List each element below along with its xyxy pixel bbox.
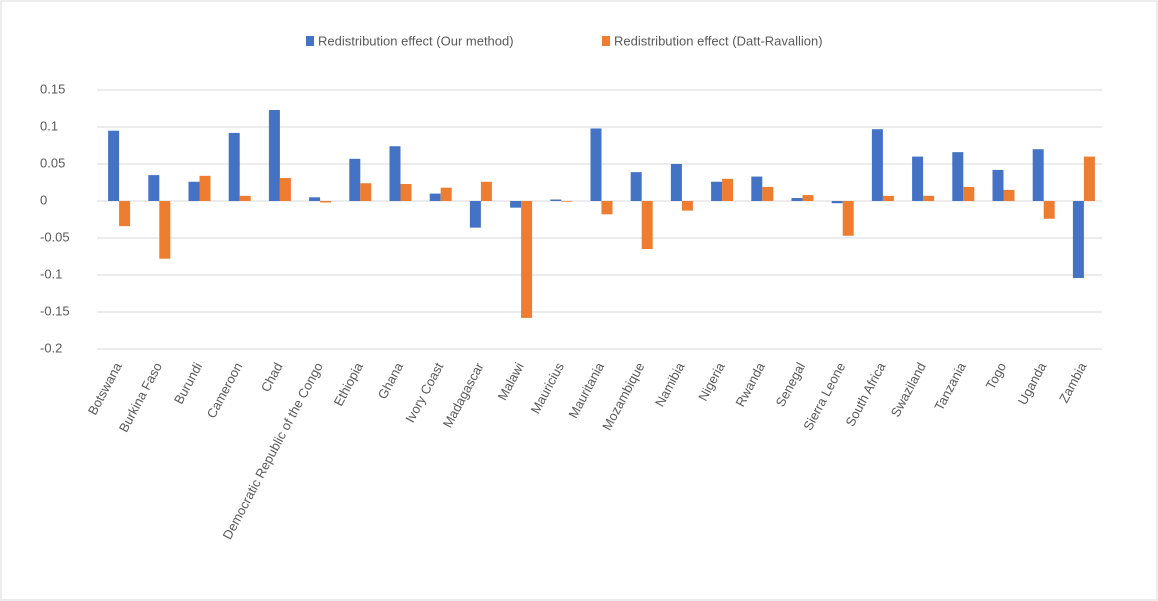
x-tick-label: Togo	[983, 360, 1009, 392]
x-tick-label: Senegal	[773, 360, 809, 409]
x-tick-label: Ghana	[375, 359, 407, 401]
bar	[268, 109, 280, 201]
x-tick-label: Botswana	[85, 359, 125, 417]
x-tick-label: Chad	[258, 360, 286, 394]
x-tick-label: South Africa	[842, 359, 889, 429]
y-tick-label: 0.15	[40, 81, 65, 96]
x-tick-label: Ethiopia	[331, 359, 367, 408]
bar	[1003, 189, 1015, 201]
bar	[802, 195, 814, 201]
bar	[681, 201, 693, 211]
x-tick-label: Sierra Leone	[800, 360, 848, 433]
x-tick-label: Malawi	[495, 360, 527, 403]
legend-swatch	[306, 36, 314, 46]
bar	[952, 152, 964, 201]
x-tick-label: Nigeria	[695, 359, 728, 403]
x-tick-label: Tanzania	[931, 359, 969, 413]
legend-swatch	[602, 36, 610, 46]
bar	[349, 158, 361, 201]
bar	[279, 178, 291, 201]
bar	[360, 183, 372, 201]
bar	[119, 201, 131, 227]
bar	[831, 201, 843, 204]
x-tick-label: Mauricius	[528, 360, 568, 417]
y-tick-label: -0.15	[40, 303, 70, 318]
x-tick-label: Namibia	[652, 359, 688, 409]
legend-label: Redistribution effect (Our method)	[318, 33, 514, 48]
x-tick-label: Zambia	[1056, 359, 1090, 405]
bar	[751, 176, 763, 201]
bar	[912, 156, 924, 201]
bar	[1043, 201, 1055, 219]
x-tick-label: Uganda	[1015, 359, 1050, 407]
bar	[641, 201, 653, 250]
bar	[510, 201, 522, 208]
y-tick-label: 0	[40, 192, 47, 207]
y-tick-label: -0.05	[40, 229, 70, 244]
bar	[762, 186, 774, 201]
bar	[108, 130, 120, 201]
x-tick-label: Madagascar	[440, 359, 487, 430]
x-tick-label: Burundi	[171, 360, 205, 407]
x-tick-label: Swaziland	[888, 360, 929, 419]
legend-label: Redistribution effect (Datt-Ravallion)	[614, 33, 823, 48]
bar	[309, 197, 321, 201]
bar	[882, 195, 894, 201]
bar	[389, 146, 401, 201]
bar	[429, 193, 441, 201]
x-tick-label: Rwanda	[732, 359, 768, 409]
bar	[561, 201, 573, 202]
bar	[188, 181, 200, 201]
bar	[923, 195, 935, 201]
bar	[601, 201, 613, 215]
bar	[791, 198, 803, 201]
bar	[992, 169, 1004, 201]
x-tick-label: Mauritania	[565, 359, 607, 420]
x-tick-label: Ivory Coast	[402, 360, 446, 425]
y-tick-label: 0.05	[40, 155, 65, 170]
bar	[148, 175, 160, 201]
y-tick-label: 0.1	[40, 118, 58, 133]
bar	[228, 132, 240, 201]
x-tick-label: Mozambique	[599, 360, 647, 433]
bar	[239, 195, 251, 201]
bar	[963, 186, 975, 201]
bar	[159, 201, 171, 259]
bar	[400, 183, 412, 201]
bar	[842, 201, 854, 236]
bar	[670, 164, 682, 201]
bar	[711, 181, 723, 201]
y-tick-label: -0.1	[40, 266, 62, 281]
bar	[440, 187, 452, 201]
bar	[320, 201, 332, 203]
bar	[871, 129, 883, 201]
bar	[590, 128, 602, 201]
bar	[550, 199, 562, 201]
bar	[1072, 201, 1084, 278]
bar	[1083, 156, 1095, 201]
x-tick-label: Burkina Faso	[116, 360, 165, 435]
bar	[722, 178, 734, 201]
y-tick-label: -0.2	[40, 340, 62, 355]
bar	[469, 201, 481, 228]
bar	[630, 172, 642, 201]
bar	[480, 181, 492, 201]
bar	[521, 201, 533, 318]
bar	[1032, 149, 1044, 201]
bar	[199, 175, 211, 201]
x-tick-label: Cameroon	[204, 360, 246, 421]
